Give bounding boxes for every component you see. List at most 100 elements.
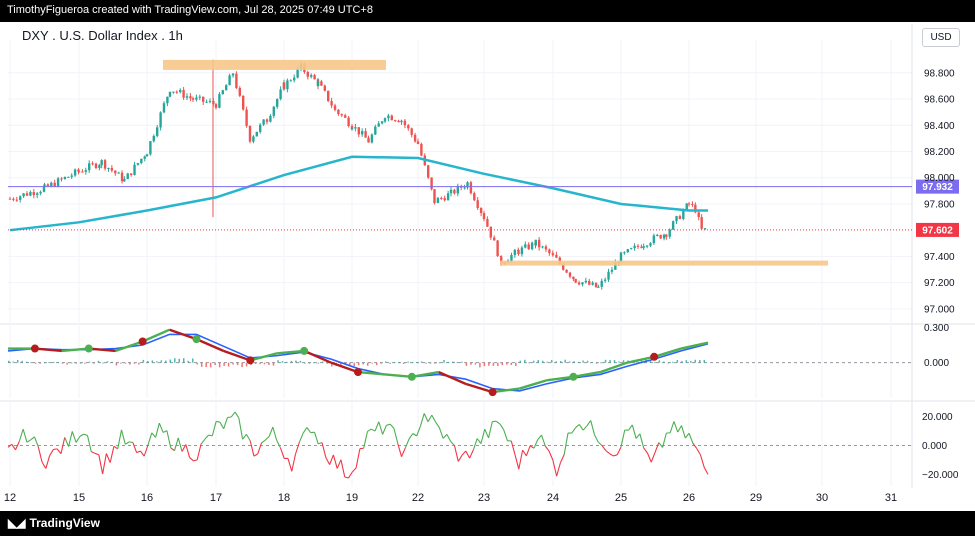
macd-histogram-bar <box>290 360 293 363</box>
candle <box>70 173 73 179</box>
candle <box>640 244 643 249</box>
candle-body <box>652 235 656 244</box>
candle-body <box>50 182 53 187</box>
candle-body <box>25 193 29 196</box>
macd-histogram-bar <box>115 362 118 366</box>
candle <box>172 91 175 94</box>
oscillator-segment <box>295 442 300 455</box>
candle <box>527 242 530 251</box>
oscillator-segment <box>586 420 592 427</box>
macd-histogram-bar <box>416 362 418 364</box>
candle <box>659 234 662 239</box>
macd-histogram-bar <box>84 362 86 364</box>
macd-histogram-bar <box>497 362 499 367</box>
candle-body <box>517 250 520 255</box>
macd-histogram-bar <box>407 361 409 363</box>
oscillator-segment <box>287 458 293 472</box>
candle-body <box>394 120 397 122</box>
candle-body <box>12 198 15 200</box>
candle <box>185 93 189 100</box>
currency-button[interactable]: USD <box>922 28 960 47</box>
candle <box>36 191 39 199</box>
candle-body <box>347 117 350 127</box>
signal-line-segment <box>599 361 628 374</box>
candle <box>140 158 143 165</box>
macd-histogram-bar <box>636 361 638 363</box>
candle-body <box>129 173 133 175</box>
candle <box>361 128 364 137</box>
candle <box>208 98 212 104</box>
candle-body <box>152 135 155 142</box>
macd-histogram-bar <box>30 362 32 364</box>
signal-line-segment <box>357 370 386 376</box>
price-axis-tick: 98.400 <box>924 121 955 132</box>
candle-body <box>493 237 496 241</box>
candle <box>73 168 77 177</box>
candle <box>337 109 340 116</box>
candle-body <box>73 169 77 176</box>
oscillator-segment <box>332 454 338 469</box>
candle-body <box>107 167 110 169</box>
candle <box>496 239 499 257</box>
macd-histogram-bar <box>456 361 459 363</box>
signal-line-segment <box>330 361 359 374</box>
macd-histogram-bar <box>147 361 149 363</box>
oscillator-segment <box>575 424 580 429</box>
tradingview-logo-icon: ◣◢ <box>8 516 25 530</box>
candle <box>22 193 25 198</box>
oscillator-segment <box>544 445 550 452</box>
macd-histogram-bar <box>52 361 55 363</box>
price-axis-tick: 98.800 <box>924 68 955 79</box>
candle-body <box>407 125 410 129</box>
macd-histogram-bar <box>375 362 378 366</box>
candle <box>29 190 32 197</box>
candle-body <box>410 128 413 135</box>
macd-histogram-bar <box>537 360 539 363</box>
macd-histogram-bar <box>577 361 580 363</box>
oscillator-segment <box>340 459 346 478</box>
oscillator-segment <box>654 442 660 453</box>
candle-body <box>279 89 282 100</box>
candle-body <box>691 203 694 205</box>
candle <box>520 245 524 257</box>
oscillator-segment <box>412 433 417 437</box>
candle <box>81 169 84 173</box>
price-axis-tick: 97.800 <box>924 199 955 210</box>
oscillator-segment <box>639 433 645 449</box>
candles <box>8 61 707 290</box>
candle <box>691 201 694 207</box>
oscillator-segment <box>351 467 357 473</box>
oscillator-segment <box>91 451 96 454</box>
macd-histogram-bar <box>138 362 140 365</box>
candle <box>544 244 548 253</box>
macd-histogram-bar <box>61 362 64 364</box>
candle <box>436 196 440 204</box>
candle-body <box>636 245 640 247</box>
oscillator-segment <box>495 420 501 425</box>
oscillator-axis-tick: 20.000 <box>922 412 953 423</box>
oscillator-segment <box>86 435 92 452</box>
candle <box>245 106 248 128</box>
macd-histogram-bar <box>16 359 19 363</box>
candle <box>584 277 588 284</box>
signal-line-segment <box>277 349 305 355</box>
oscillator-segment <box>601 445 607 451</box>
candle-body <box>555 254 558 258</box>
oscillator-segment <box>348 471 353 479</box>
oscillator-segment <box>480 428 486 444</box>
macd-histogram-bar <box>304 362 306 364</box>
macd-histogram-bar <box>371 362 373 364</box>
credit-text: TimothyFigueroa created with TradingView… <box>7 4 373 16</box>
candle-body <box>469 182 473 194</box>
candle <box>633 243 636 251</box>
signal-line-segment <box>626 355 655 364</box>
price-tag-bg <box>916 179 959 194</box>
oscillator-segment <box>147 432 153 446</box>
candle <box>347 116 350 128</box>
candle <box>453 188 456 195</box>
candle <box>364 128 367 138</box>
candle-body <box>19 196 22 200</box>
oscillator-segment <box>631 424 637 439</box>
oscillator-segment <box>313 431 319 445</box>
